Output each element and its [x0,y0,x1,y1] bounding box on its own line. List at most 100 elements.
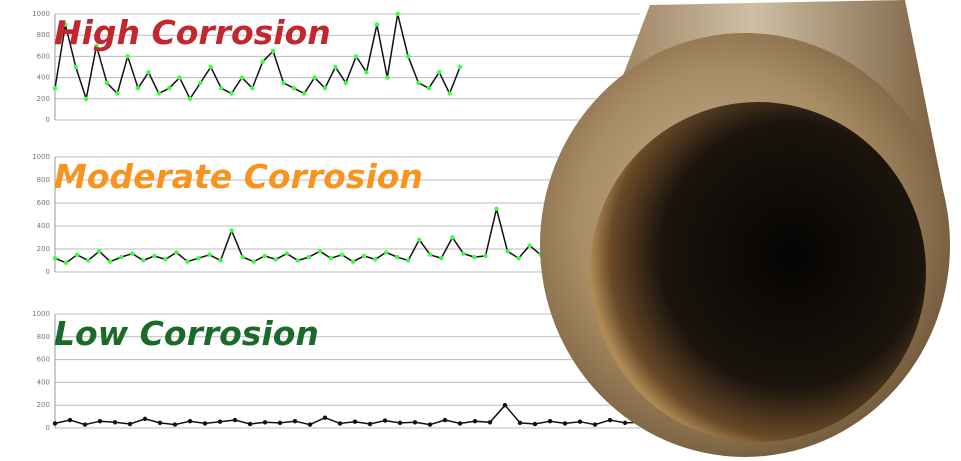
signal-point [229,91,233,95]
y-tick-label: 200 [37,95,50,103]
signal-point [488,420,492,424]
signal-point [413,420,417,424]
signal-point [450,235,454,239]
signal-point [563,421,567,425]
chart-title: High Corrosion [54,13,331,52]
signal-point [308,422,312,426]
signal-point [516,256,520,260]
y-tick-label: 0 [46,424,50,432]
signal-point [146,70,150,74]
signal-point [344,81,348,85]
signal-point [207,253,211,257]
signal-point [503,403,507,407]
y-tick-label: 400 [37,378,50,386]
y-tick-label: 0 [46,116,50,124]
signal-point [119,255,123,259]
pipe-photo [540,0,950,457]
signal-point [527,243,531,247]
signal-point [623,421,627,425]
signal-point [219,86,223,90]
signal-point [302,91,306,95]
signal-point [113,420,117,424]
signal-point [251,259,255,263]
signal-point [125,54,129,58]
signal-point [97,249,101,253]
signal-point [443,418,447,422]
signal-point [353,420,357,424]
signal-point [364,70,368,74]
signal-point [398,421,402,425]
signal-point [233,418,237,422]
signal-point [333,65,337,69]
figure: 0200400600800100002004006008001000020040… [0,0,961,461]
signal-point [406,54,410,58]
y-tick-label: 600 [37,356,50,364]
signal-point [75,253,79,257]
signal-point [167,86,171,90]
signal-point [188,419,192,423]
signal-point [263,254,267,258]
signal-point [472,255,476,259]
signal-point [260,60,264,64]
signal-point [458,65,462,69]
signal-point [447,91,451,95]
signal-point [83,422,87,426]
signal-point [98,419,102,423]
signal-point [608,418,612,422]
signal-point [218,258,222,262]
y-tick-label: 0 [46,268,50,276]
signal-point [318,249,322,253]
chart-title: Low Corrosion [54,314,319,353]
y-tick-label: 600 [37,52,50,60]
signal-point [108,259,112,263]
signal-point [240,255,244,259]
signal-point [157,91,161,95]
signal-point [240,75,244,79]
y-tick-label: 200 [37,245,50,253]
y-tick-label: 1000 [32,310,50,318]
signal-point [281,81,285,85]
y-tick-label: 200 [37,401,50,409]
signal-point [395,255,399,259]
signal-point [354,54,358,58]
signal-point [115,91,119,95]
signal-point [406,258,410,262]
y-tick-label: 400 [37,74,50,82]
signal-line [55,405,640,424]
signal-point [84,97,88,101]
y-tick-label: 1000 [32,10,50,18]
chart-title: Moderate Corrosion [54,157,423,196]
signal-point [209,65,213,69]
y-tick-label: 400 [37,222,50,230]
signal-point [188,97,192,101]
signal-point [329,256,333,260]
signal-point [373,257,377,261]
signal-point [163,257,167,261]
signal-point [533,422,537,426]
signal-point [53,421,57,425]
signal-point [185,259,189,263]
signal-point [417,238,421,242]
signal-point [173,422,177,426]
signal-point [578,420,582,424]
signal-point [263,420,267,424]
signal-point [203,421,207,425]
signal-point [68,418,72,422]
signal-point [248,422,252,426]
signal-point [53,86,57,90]
signal-point [395,12,399,16]
signal-point [505,249,509,253]
signal-point [384,250,388,254]
signal-point [338,421,342,425]
signal-point [229,228,233,232]
signal-point [312,75,316,79]
signal-point [437,70,441,74]
y-tick-label: 800 [37,333,50,341]
signal-point [278,421,282,425]
signal-point [158,421,162,425]
signal-point [274,257,278,261]
signal-point [375,22,379,26]
signal-point [483,254,487,258]
signal-point [416,81,420,85]
signal-point [518,421,522,425]
